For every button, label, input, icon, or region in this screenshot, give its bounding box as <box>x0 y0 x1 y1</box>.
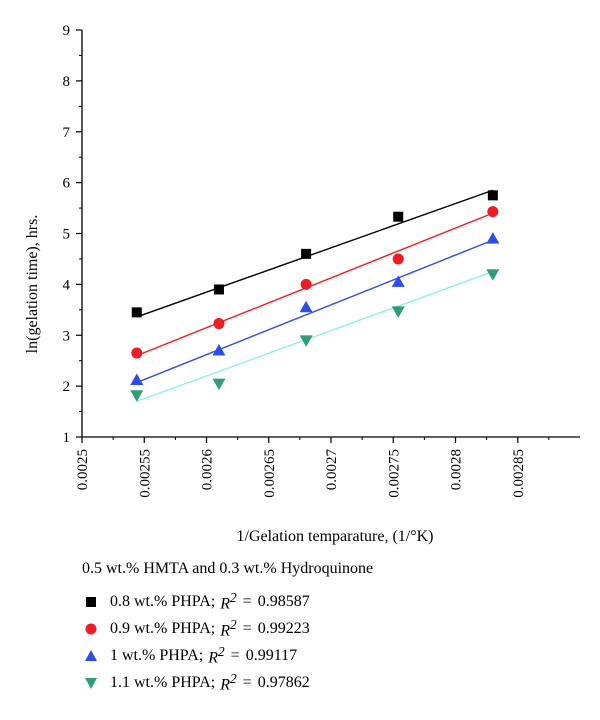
triangle-up-marker <box>299 300 313 313</box>
legend-label: 1 wt.% PHPA; <box>110 646 204 664</box>
fit-line <box>136 239 494 384</box>
axes <box>81 30 580 438</box>
circle-marker <box>392 253 404 265</box>
triangle-up-marker <box>212 344 226 356</box>
square-marker <box>301 248 312 259</box>
legend-label: 0.9 wt.% PHPA; <box>110 619 216 637</box>
legend-item-0-9-phpa: 0.9 wt.% PHPA; R2 = 0.99223 <box>80 615 310 642</box>
legend-triangle-up-marker-icon <box>80 648 102 664</box>
fit-lines <box>136 189 494 403</box>
r2-value: 0.99223 <box>257 619 310 637</box>
r2-symbol: R2 <box>220 616 237 640</box>
x-tick-label: 0.0026 <box>200 449 216 491</box>
r2-symbol: R2 <box>220 670 237 694</box>
y-tick-label: 9 <box>63 23 71 39</box>
y-tick-label: 8 <box>63 74 71 90</box>
legend: 0.8 wt.% PHPA; R2 = 0.98587 0.9 wt.% PHP… <box>80 588 310 696</box>
circle-marker <box>487 206 499 218</box>
square-marker <box>393 211 404 222</box>
r2-equals: = <box>242 592 252 610</box>
legend-triangle-down-marker-icon <box>80 675 102 691</box>
triangle-down-marker <box>299 335 313 347</box>
y-tick-label: 4 <box>63 277 71 293</box>
triangle-down-marker <box>212 378 226 391</box>
triangle-up-marker <box>130 373 144 386</box>
x-tick-label: 0.00285 <box>511 449 527 498</box>
x-axis-ticks: 0.0025 0.00255 0.0026 0.00265 0.0027 0.00275 0… <box>75 437 550 498</box>
r2-equals: = <box>242 673 252 691</box>
legend-square-marker-icon <box>80 594 102 610</box>
square-marker <box>487 190 498 201</box>
y-tick-label: 6 <box>63 176 71 192</box>
legend-item-1-phpa: 1 wt.% PHPA; R2 = 0.99117 <box>80 642 310 669</box>
y-tick-label: 3 <box>63 328 71 344</box>
x-tick-label: 0.00255 <box>137 449 153 498</box>
fit-line <box>136 212 494 357</box>
triangle-down-marker <box>486 269 500 281</box>
triangle-down-marker <box>130 390 144 402</box>
fit-line <box>136 189 494 318</box>
triangle-up-marker <box>486 232 500 244</box>
chart-caption: 0.5 wt.% HMTA and 0.3 wt.% Hydroquinone <box>82 560 374 577</box>
x-axis-title: 1/Gelation temparature, (1/°K) <box>237 528 434 545</box>
y-tick-label: 7 <box>63 125 71 141</box>
y-axis-title: ln(gelation time), hrs. <box>24 215 41 354</box>
legend-item-1-1-phpa: 1.1 wt.% PHPA; R2 = 0.97862 <box>80 669 310 696</box>
x-tick-label: 0.0027 <box>324 449 340 491</box>
triangle-up-marker <box>391 275 405 287</box>
r2-value: 0.97862 <box>257 673 310 691</box>
x-tick-label: 0.0025 <box>75 449 91 490</box>
x-tick-label: 0.00275 <box>386 449 402 498</box>
chart-svg: 0.0025 0.00255 0.0026 0.00265 0.0027 0.00275 0… <box>24 23 580 545</box>
y-tick-label: 2 <box>63 379 71 395</box>
x-tick-label: 0.0028 <box>449 449 465 490</box>
y-tick-label: 1 <box>63 430 71 446</box>
square-marker <box>213 284 224 295</box>
legend-label: 0.8 wt.% PHPA; <box>110 592 216 610</box>
y-tick-label: 5 <box>63 227 71 243</box>
square-marker <box>131 307 142 318</box>
legend-item-0-8-phpa: 0.8 wt.% PHPA; R2 = 0.98587 <box>80 588 310 615</box>
y-axis-ticks: 1 2 3 4 5 6 7 8 9 <box>63 23 82 446</box>
circle-marker <box>131 347 143 359</box>
r2-symbol: R2 <box>208 643 225 667</box>
r2-equals: = <box>242 619 252 637</box>
circle-marker <box>213 318 225 330</box>
legend-label: 1.1 wt.% PHPA; <box>110 673 216 691</box>
r2-symbol: R2 <box>220 589 237 613</box>
r2-value: 0.99117 <box>245 646 298 664</box>
fit-line <box>136 270 494 403</box>
r2-equals: = <box>230 646 240 664</box>
data-markers <box>130 190 500 402</box>
x-tick-label: 0.00265 <box>262 449 278 498</box>
r2-value: 0.98587 <box>257 592 310 610</box>
legend-circle-marker-icon <box>80 621 102 637</box>
circle-marker <box>300 278 312 290</box>
triangle-down-marker <box>391 306 405 318</box>
